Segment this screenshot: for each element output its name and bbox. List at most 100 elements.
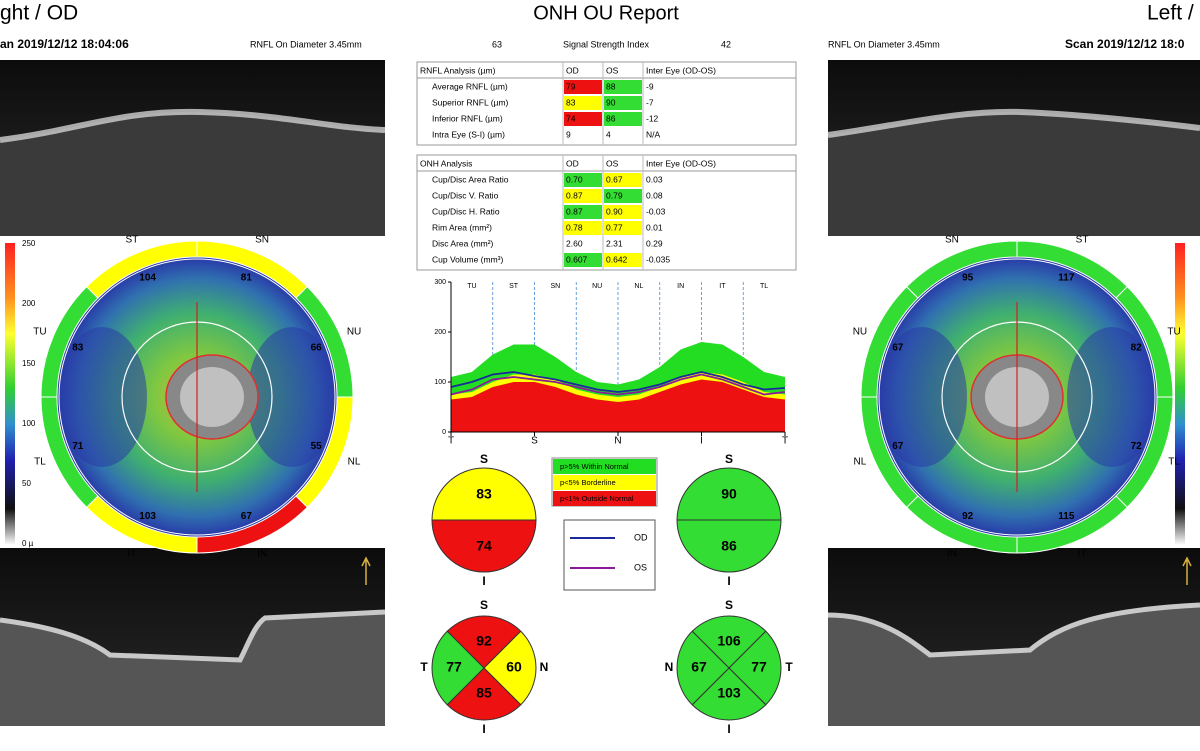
sector-value: 103 xyxy=(139,511,156,522)
sector-ring xyxy=(40,396,99,509)
sector-value: 66 xyxy=(311,342,323,353)
sector-value: 72 xyxy=(1131,441,1143,452)
table-cell: 0.90 xyxy=(606,206,623,216)
bscan-os-bottom xyxy=(827,548,1200,726)
quadrant-label: S xyxy=(725,452,733,466)
half-circle xyxy=(676,467,782,521)
status-cell xyxy=(604,96,642,110)
status-cell xyxy=(564,253,602,267)
quadrant xyxy=(446,667,522,721)
quadrant xyxy=(676,630,730,706)
thickness-map xyxy=(40,240,354,554)
thickness-line xyxy=(450,373,786,396)
table-header: Inter Eye (OD-OS) xyxy=(646,65,716,75)
measure-circle xyxy=(878,258,1156,536)
legend-label: p>5% Within Normal xyxy=(560,462,629,471)
legend-swatch xyxy=(553,475,656,490)
y-tick-label: 100 xyxy=(434,379,446,386)
sector-label: NU xyxy=(347,327,361,338)
status-cell xyxy=(604,253,642,267)
status-cell xyxy=(564,80,602,94)
status-cell xyxy=(564,221,602,235)
thickness-line xyxy=(450,371,786,393)
x-tick-label: T xyxy=(782,436,788,447)
diameter: RNFL On Diameter 3.45mm xyxy=(828,39,940,49)
colorbar-label: 0 µ xyxy=(22,539,34,548)
sector-label: SN xyxy=(551,283,561,290)
scan-date: an 2019/12/12 18:04:06 xyxy=(0,37,129,51)
table-header: Inter Eye (OD-OS) xyxy=(646,158,716,168)
optic-cup xyxy=(180,367,244,427)
diameter: RNFL On Diameter 3.45mm xyxy=(250,39,362,49)
sector-value: 82 xyxy=(1131,342,1143,353)
sector-label: IN xyxy=(257,549,267,560)
colorbar-od xyxy=(5,243,15,545)
scan-date: Scan 2019/12/12 18:0 xyxy=(1065,37,1185,51)
colorbar-label: 150 xyxy=(22,359,36,368)
status-cell xyxy=(564,205,602,219)
legend-label: OD xyxy=(634,532,648,542)
quadrant-label: N xyxy=(540,660,549,674)
x-tick-label: I xyxy=(700,436,703,447)
table-cell: 0.29 xyxy=(646,238,663,248)
map-thin-zone xyxy=(1067,327,1157,467)
quadrant-label: T xyxy=(785,660,793,674)
sector-label: NL xyxy=(854,457,867,468)
thickness-map xyxy=(860,240,1174,554)
table-cell: -0.035 xyxy=(646,254,670,264)
sector-value: 67 xyxy=(892,342,904,353)
table-cell: 86 xyxy=(606,113,616,123)
y-tick-label: 0 xyxy=(442,429,446,436)
eye-title: Left / xyxy=(1147,2,1194,25)
sector-label: TL xyxy=(760,283,768,290)
colorbar-label: 200 xyxy=(22,299,36,308)
half-circle xyxy=(431,467,537,521)
table-cell: 0.70 xyxy=(566,174,583,184)
sector-label: NL xyxy=(634,283,643,290)
row-label: Disc Area (mm²) xyxy=(432,238,494,248)
table-cell: 9 xyxy=(566,129,571,139)
quadrant-label: T xyxy=(420,660,428,674)
quadrant-label: I xyxy=(727,574,730,588)
quadrant-value: 86 xyxy=(721,538,737,554)
sector-label: TL xyxy=(1168,457,1180,468)
legend-swatch xyxy=(553,459,656,474)
table-header: OS xyxy=(606,65,619,75)
sector-label: IN xyxy=(947,549,957,560)
quadrant-value: 83 xyxy=(476,486,492,502)
quadrant-value: 74 xyxy=(476,538,492,554)
table-header: RNFL Analysis (µm) xyxy=(420,65,496,75)
sector-label: TL xyxy=(34,457,46,468)
sector-value: 67 xyxy=(241,511,253,522)
y-tick-label: 200 xyxy=(434,329,446,336)
table-cell: 0.03 xyxy=(646,174,663,184)
colorbar-label: 50 xyxy=(22,479,31,488)
table-cell: 0.607 xyxy=(566,254,588,264)
table-header: OS xyxy=(606,158,619,168)
table-cell: 83 xyxy=(566,97,576,107)
quadrant-value: 67 xyxy=(691,659,707,675)
status-cell xyxy=(604,221,642,235)
quadrant-value: 60 xyxy=(506,659,522,675)
norm-band xyxy=(451,379,785,432)
sector-value: 71 xyxy=(72,441,84,452)
bscan-od-top xyxy=(0,60,386,236)
colorbar-label: 250 xyxy=(22,239,36,248)
row-label: Superior RNFL (µm) xyxy=(432,97,509,107)
table-cell: 79 xyxy=(566,81,576,91)
sector-label: NL xyxy=(348,457,361,468)
sector-label: ST xyxy=(126,235,139,246)
quadrant-label: S xyxy=(725,598,733,612)
quadrant xyxy=(483,630,537,706)
table-cell: 0.77 xyxy=(606,222,623,232)
table-cell: 0.01 xyxy=(646,222,663,232)
quadrant-label: S xyxy=(480,452,488,466)
row-label: Rim Area (mm²) xyxy=(432,222,492,232)
map-thin-zone xyxy=(247,327,337,467)
quadrant-value: 92 xyxy=(476,633,492,649)
sector-label: NU xyxy=(853,327,867,338)
x-tick-label: T xyxy=(448,436,454,447)
status-cell xyxy=(604,173,642,187)
measure-circle xyxy=(58,258,336,536)
